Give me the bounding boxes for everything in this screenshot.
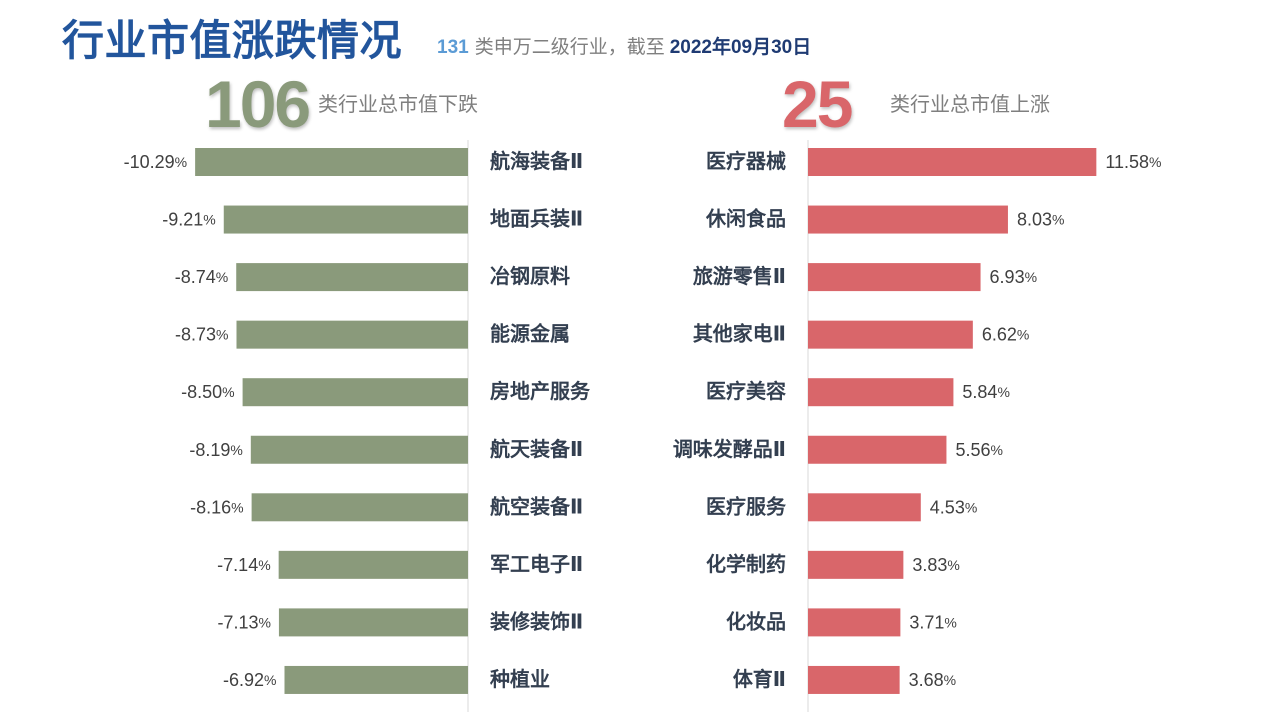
- decline-value-label: -8.73%: [175, 325, 228, 345]
- decline-bar: [251, 493, 468, 522]
- rise-bar: [808, 378, 954, 407]
- rise-value-label: 6.62%: [982, 325, 1030, 345]
- rise-category-label: 医疗器械: [706, 149, 786, 173]
- decline-category-label: 装修装饰Ⅱ: [489, 609, 583, 633]
- decline-bar: [250, 435, 468, 464]
- rise-category-label: 体育Ⅱ: [733, 667, 786, 691]
- rise-count-label: 类行业总市值上涨: [890, 94, 1050, 116]
- decline-value-label: -9.21%: [162, 210, 215, 230]
- rise-category-label: 调味发酵品Ⅱ: [673, 437, 786, 461]
- decline-value-label: -7.13%: [217, 612, 270, 632]
- page-title: 行业市值涨跌情况: [62, 17, 403, 64]
- rise-bar: [808, 608, 901, 637]
- rise-value-label: 8.03%: [1017, 210, 1065, 230]
- decline-category-label: 航海装备Ⅱ: [490, 149, 583, 173]
- subtitle-industry-count: 131: [437, 37, 469, 58]
- decline-count-label: 类行业总市值下跌: [318, 94, 478, 116]
- decline-category-label: 冶钢原料: [490, 264, 570, 288]
- rise-value-label: 11.58%: [1105, 152, 1161, 172]
- decline-bar-chart: -10.29% 航海装备Ⅱ -9.21% 地面兵装Ⅱ -8.74% 冶钢原料 -8.73% 能…: [124, 140, 591, 712]
- rise-count: 25: [782, 67, 853, 141]
- decline-count: 106: [205, 67, 311, 141]
- decline-category-label: 地面兵装Ⅱ: [490, 207, 583, 231]
- rise-value-label: 3.71%: [909, 612, 957, 632]
- rise-bar: [808, 320, 973, 349]
- rise-bar: [808, 493, 921, 522]
- rise-value-label: 3.68%: [909, 670, 957, 690]
- rise-category-label: 旅游零售Ⅱ: [693, 264, 786, 288]
- decline-value-label: -8.16%: [190, 497, 243, 517]
- decline-category-label: 军工电子Ⅱ: [490, 553, 583, 576]
- rise-bar: [808, 263, 981, 292]
- rise-category-label: 化学制药: [706, 552, 786, 576]
- decline-value-label: -8.50%: [181, 382, 234, 402]
- decline-category-label: 种植业: [489, 667, 550, 691]
- rise-category-label: 其他家电Ⅱ: [693, 322, 786, 346]
- rise-bar: [808, 148, 1097, 176]
- rise-category-label: 医疗美容: [706, 379, 786, 403]
- decline-bar: [284, 665, 468, 694]
- rise-value-label: 3.83%: [912, 555, 960, 575]
- decline-category-label: 能源金属: [490, 322, 570, 346]
- decline-value-label: -8.74%: [175, 267, 228, 287]
- rise-bar: [808, 435, 947, 464]
- rise-value-label: 5.56%: [955, 440, 1003, 460]
- decline-bar: [223, 205, 468, 234]
- decline-bar: [236, 320, 468, 349]
- rise-category-label: 休闲食品: [705, 207, 786, 231]
- rise-bar-chart: 11.58% 医疗器械 8.03% 休闲食品 6.93% 旅游零售Ⅱ 6.62% 其他家电Ⅱ 5…: [673, 140, 1162, 712]
- rise-bar: [808, 665, 900, 694]
- decline-value-label: -7.14%: [217, 555, 270, 575]
- decline-bar: [278, 550, 468, 579]
- rise-category-label: 医疗服务: [706, 494, 787, 518]
- decline-value-label: -6.92%: [223, 670, 276, 690]
- rise-value-label: 4.53%: [930, 497, 978, 517]
- subtitle: 131 类申万二级行业，截至 2022年09月30日: [437, 36, 811, 60]
- rise-bar: [808, 205, 1008, 234]
- decline-bar: [236, 263, 468, 292]
- rise-value-label: 5.84%: [962, 382, 1010, 402]
- decline-bar: [278, 608, 468, 637]
- rise-category-label: 化妆品: [726, 609, 786, 633]
- decline-value-label: -10.29%: [124, 152, 188, 172]
- decline-category-label: 航天装备Ⅱ: [490, 437, 583, 461]
- decline-bar: [195, 148, 468, 176]
- decline-bar: [242, 378, 468, 407]
- rise-value-label: 6.93%: [990, 267, 1038, 287]
- decline-value-label: -8.19%: [189, 440, 242, 460]
- rise-bar: [808, 550, 904, 579]
- decline-category-label: 航空装备Ⅱ: [490, 494, 583, 518]
- decline-category-label: 房地产服务: [490, 379, 591, 403]
- subtitle-text: 类申万二级行业，截至: [474, 37, 665, 58]
- subtitle-date: 2022年09月30日: [669, 37, 812, 58]
